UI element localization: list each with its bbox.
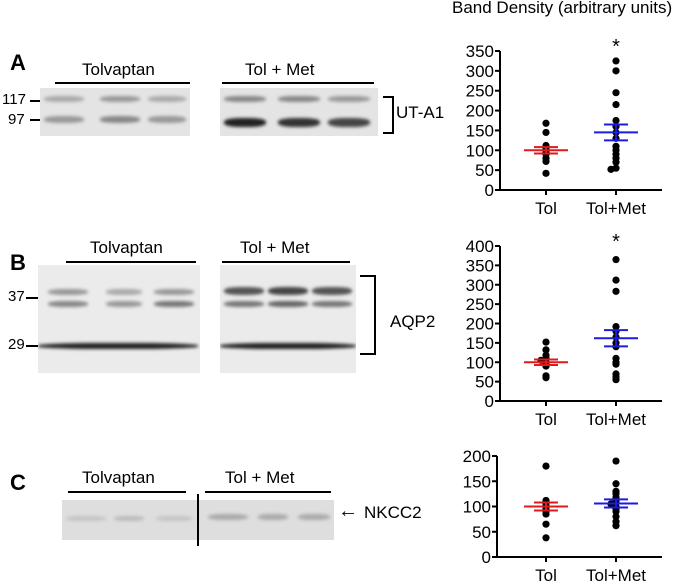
protein-label-ut-a1: UT-A1	[396, 103, 445, 122]
mw-marker: 29	[8, 336, 25, 353]
data-point	[542, 128, 550, 137]
y-tick-label: 0	[485, 181, 494, 200]
protein-label-nkcc2: NKCC2	[364, 503, 422, 522]
group-underline	[66, 261, 196, 263]
data-point	[612, 116, 620, 125]
group-label-tol-met: Tol + Met	[240, 238, 310, 257]
data-point	[612, 513, 620, 521]
mw-tick	[30, 119, 42, 121]
y-tick-label: 100	[466, 141, 494, 160]
group-label-tolvaptan: Tolvaptan	[82, 468, 155, 487]
y-tick-label: 100	[463, 498, 491, 517]
data-point	[542, 119, 550, 127]
y-tick-label: 300	[466, 276, 494, 295]
y-tick-label: 200	[466, 315, 494, 334]
x-tick-label: Tol+Met	[586, 410, 646, 429]
data-point	[542, 520, 550, 528]
western-blot-aqp2-tolvaptan	[38, 265, 200, 373]
y-tick-label: 50	[472, 523, 491, 542]
data-point	[612, 507, 620, 516]
y-tick-label: 400	[466, 237, 494, 256]
y-tick-label: 50	[475, 373, 494, 392]
significance-asterisk: *	[612, 231, 620, 253]
data-point	[542, 338, 550, 346]
group-underline	[222, 82, 374, 84]
data-point	[542, 346, 550, 354]
data-point	[542, 157, 550, 166]
x-tick-label: Tol	[535, 199, 557, 218]
group-label-tol-met: Tol + Met	[225, 468, 295, 487]
y-tick-label: 200	[466, 102, 494, 121]
data-point	[612, 158, 620, 166]
group-underline	[55, 82, 190, 84]
data-point	[607, 165, 615, 173]
mw-marker: 117	[2, 91, 26, 108]
y-tick-label: 0	[482, 548, 491, 567]
y-tick-label: 50	[475, 161, 494, 180]
blot-divider	[197, 494, 199, 546]
mw-tick	[26, 345, 38, 347]
data-point	[542, 510, 550, 518]
group-underline	[222, 261, 350, 263]
panel-letter-c: C	[10, 470, 26, 495]
significance-asterisk: *	[612, 36, 620, 58]
y-tick-label: 350	[466, 256, 494, 275]
y-tick-label: 150	[466, 334, 494, 353]
protein-label-aqp2: AQP2	[390, 312, 436, 331]
data-point	[612, 480, 620, 488]
data-point	[612, 255, 620, 264]
data-point	[612, 67, 620, 75]
y-tick-label: 250	[466, 82, 494, 101]
y-tick-label: 150	[463, 472, 491, 491]
panel-letter-b: B	[10, 250, 26, 275]
mw-marker: 97	[8, 111, 25, 128]
arrow-left-icon: ←	[338, 500, 358, 522]
y-tick-label: 150	[466, 121, 494, 140]
y-tick-label: 0	[485, 392, 494, 411]
mw-tick	[26, 297, 38, 299]
data-point	[612, 101, 620, 109]
y-tick-label: 350	[466, 42, 494, 61]
bracket	[360, 275, 376, 355]
data-point	[612, 360, 620, 368]
data-point	[612, 376, 620, 384]
data-point	[542, 169, 550, 177]
western-blot-ut-a1-tol-met	[220, 88, 378, 136]
data-point	[612, 522, 620, 530]
y-tick-label: 250	[466, 295, 494, 314]
y-tick-label: 300	[466, 62, 494, 81]
group-underline	[205, 491, 331, 493]
data-point	[612, 57, 620, 65]
data-point	[612, 276, 620, 284]
x-tick-label: Tol	[535, 410, 557, 429]
group-label-tol-met: Tol + Met	[245, 60, 315, 79]
group-label-tolvaptan: Tolvaptan	[90, 238, 163, 257]
x-tick-label: Tol+Met	[586, 566, 646, 584]
chart-header: Band Density (arbitrary units)	[452, 0, 673, 17]
group-label-tolvaptan: Tolvaptan	[82, 60, 155, 79]
data-point	[542, 374, 550, 382]
western-blot-ut-a1-tolvaptan	[40, 88, 190, 136]
data-point	[542, 462, 550, 470]
data-point	[612, 89, 620, 97]
mw-tick	[30, 100, 42, 102]
y-tick-label: 100	[466, 353, 494, 372]
data-point	[612, 457, 620, 465]
data-point	[542, 534, 550, 542]
x-tick-label: Tol	[535, 566, 557, 584]
western-blot-aqp2-tol-met	[220, 265, 356, 373]
mw-marker: 37	[8, 288, 25, 305]
bracket	[383, 96, 394, 134]
data-point	[612, 287, 620, 295]
panel-letter-a: A	[10, 50, 26, 75]
y-tick-label: 200	[463, 447, 491, 466]
x-tick-label: Tol+Met	[586, 199, 646, 218]
group-underline	[68, 491, 186, 493]
